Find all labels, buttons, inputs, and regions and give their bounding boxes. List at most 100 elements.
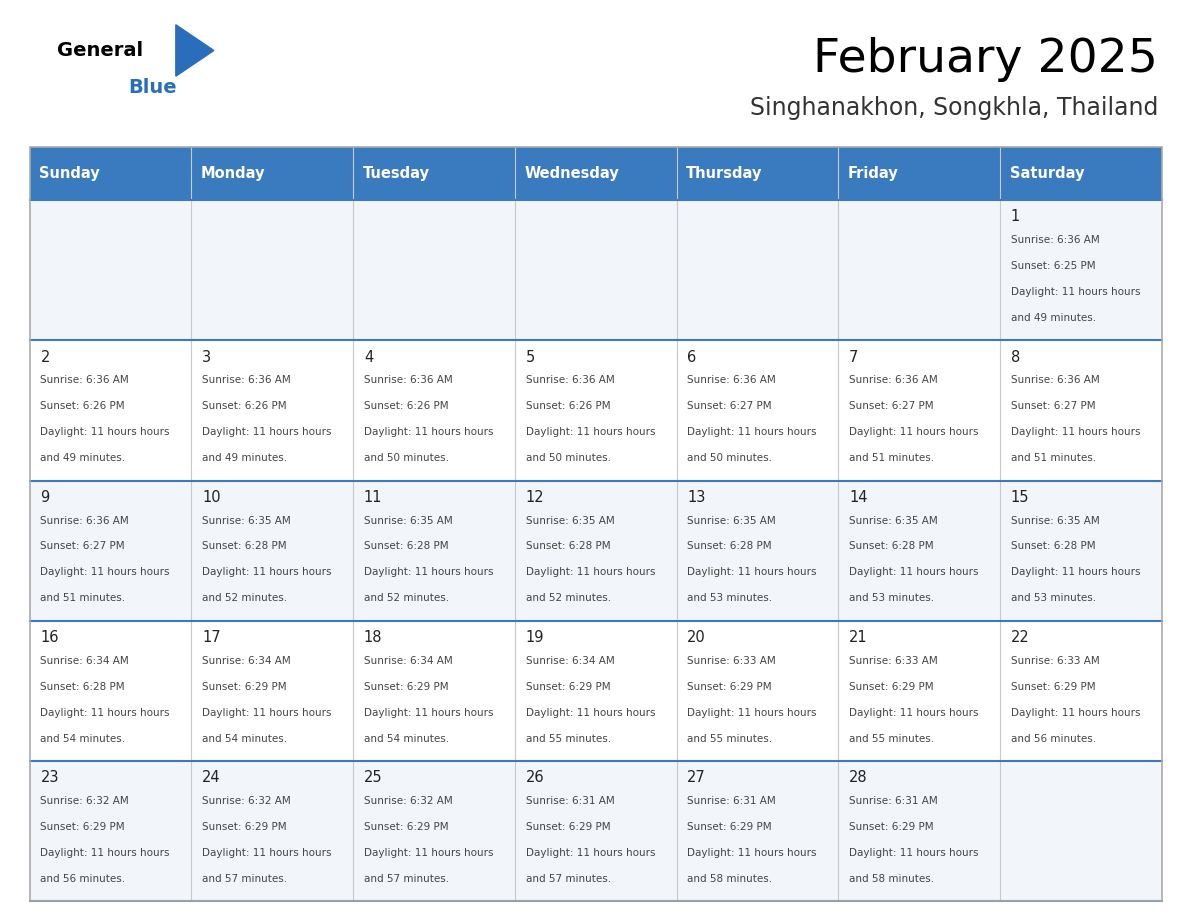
Text: Sunrise: 6:34 AM: Sunrise: 6:34 AM [202,655,291,666]
Text: Daylight: 11 hours hours: Daylight: 11 hours hours [688,567,817,577]
Text: Sunset: 6:29 PM: Sunset: 6:29 PM [202,822,286,832]
Bar [30,341,1162,481]
Text: and 55 minutes.: and 55 minutes. [849,733,934,744]
Text: Sunrise: 6:36 AM: Sunrise: 6:36 AM [202,375,291,386]
Text: 7: 7 [849,350,859,364]
Text: Daylight: 11 hours hours: Daylight: 11 hours hours [688,708,817,718]
Text: 11: 11 [364,490,383,505]
Text: 6: 6 [688,350,696,364]
Text: 9: 9 [40,490,50,505]
Text: Sunset: 6:29 PM: Sunset: 6:29 PM [40,822,125,832]
Text: Sunset: 6:29 PM: Sunset: 6:29 PM [525,822,611,832]
Bar [30,761,1162,901]
Text: Daylight: 11 hours hours: Daylight: 11 hours hours [202,567,331,577]
Text: Sunrise: 6:34 AM: Sunrise: 6:34 AM [40,655,129,666]
Text: 22: 22 [1011,630,1030,645]
Text: Tuesday: Tuesday [362,166,430,181]
Text: Sunset: 6:27 PM: Sunset: 6:27 PM [40,542,125,552]
Text: and 56 minutes.: and 56 minutes. [1011,733,1097,744]
Text: and 49 minutes.: and 49 minutes. [202,453,287,463]
Text: 15: 15 [1011,490,1029,505]
Text: Sunset: 6:26 PM: Sunset: 6:26 PM [364,401,449,411]
Text: 23: 23 [40,770,59,786]
Text: 5: 5 [525,350,535,364]
Text: Sunrise: 6:36 AM: Sunrise: 6:36 AM [525,375,614,386]
Text: 12: 12 [525,490,544,505]
Bar [30,621,1162,761]
Text: Daylight: 11 hours hours: Daylight: 11 hours hours [40,427,170,437]
Text: Sunset: 6:26 PM: Sunset: 6:26 PM [525,401,611,411]
Text: Sunrise: 6:34 AM: Sunrise: 6:34 AM [525,655,614,666]
Text: 20: 20 [688,630,706,645]
Text: and 52 minutes.: and 52 minutes. [525,593,611,603]
Text: Sunset: 6:29 PM: Sunset: 6:29 PM [849,682,934,692]
Text: Daylight: 11 hours hours: Daylight: 11 hours hours [688,848,817,858]
Bar [677,147,839,200]
Text: Sunrise: 6:35 AM: Sunrise: 6:35 AM [1011,516,1100,525]
Text: Daylight: 11 hours hours: Daylight: 11 hours hours [364,567,493,577]
Text: Daylight: 11 hours hours: Daylight: 11 hours hours [202,708,331,718]
Text: 21: 21 [849,630,867,645]
Text: and 49 minutes.: and 49 minutes. [1011,313,1097,323]
Text: February 2025: February 2025 [814,37,1158,82]
Text: and 50 minutes.: and 50 minutes. [688,453,772,463]
Text: Daylight: 11 hours hours: Daylight: 11 hours hours [688,427,817,437]
Text: Sunset: 6:28 PM: Sunset: 6:28 PM [688,542,772,552]
Text: Sunset: 6:28 PM: Sunset: 6:28 PM [40,682,125,692]
Text: Daylight: 11 hours hours: Daylight: 11 hours hours [849,708,979,718]
Text: Sunrise: 6:35 AM: Sunrise: 6:35 AM [688,516,776,525]
Bar [839,147,1000,200]
Text: Sunset: 6:27 PM: Sunset: 6:27 PM [1011,401,1095,411]
Text: Sunrise: 6:36 AM: Sunrise: 6:36 AM [849,375,937,386]
Text: Sunrise: 6:35 AM: Sunrise: 6:35 AM [202,516,291,525]
Text: Sunrise: 6:31 AM: Sunrise: 6:31 AM [849,796,937,806]
Text: and 56 minutes.: and 56 minutes. [40,874,126,884]
Text: 28: 28 [849,770,867,786]
Text: 10: 10 [202,490,221,505]
Text: Sunrise: 6:32 AM: Sunrise: 6:32 AM [40,796,129,806]
Text: and 52 minutes.: and 52 minutes. [202,593,287,603]
Bar [353,147,514,200]
Text: Daylight: 11 hours hours: Daylight: 11 hours hours [525,427,655,437]
Text: 3: 3 [202,350,211,364]
Text: Sunset: 6:29 PM: Sunset: 6:29 PM [525,682,611,692]
Text: Sunset: 6:28 PM: Sunset: 6:28 PM [364,542,449,552]
Text: Sunset: 6:29 PM: Sunset: 6:29 PM [849,822,934,832]
Text: and 57 minutes.: and 57 minutes. [525,874,611,884]
Text: Sunrise: 6:31 AM: Sunrise: 6:31 AM [688,796,776,806]
Text: Wednesday: Wednesday [524,166,619,181]
Text: Sunset: 6:29 PM: Sunset: 6:29 PM [202,682,286,692]
Text: Sunrise: 6:32 AM: Sunrise: 6:32 AM [202,796,291,806]
Text: Sunset: 6:29 PM: Sunset: 6:29 PM [1011,682,1095,692]
Text: 13: 13 [688,490,706,505]
Text: Daylight: 11 hours hours: Daylight: 11 hours hours [364,848,493,858]
Text: 2: 2 [40,350,50,364]
Text: 24: 24 [202,770,221,786]
Text: Sunset: 6:27 PM: Sunset: 6:27 PM [688,401,772,411]
Text: and 49 minutes.: and 49 minutes. [40,453,126,463]
Text: Sunset: 6:29 PM: Sunset: 6:29 PM [688,682,772,692]
Text: 16: 16 [40,630,59,645]
Text: Sunset: 6:28 PM: Sunset: 6:28 PM [202,542,286,552]
Text: Sunrise: 6:36 AM: Sunrise: 6:36 AM [40,516,129,525]
Text: and 52 minutes.: and 52 minutes. [364,593,449,603]
Text: 1: 1 [1011,209,1020,224]
Text: Blue: Blue [128,78,177,96]
Text: and 51 minutes.: and 51 minutes. [849,453,934,463]
Text: Daylight: 11 hours hours: Daylight: 11 hours hours [364,427,493,437]
Bar [30,147,1162,901]
Text: Sunrise: 6:31 AM: Sunrise: 6:31 AM [525,796,614,806]
Text: Thursday: Thursday [687,166,763,181]
Text: Daylight: 11 hours hours: Daylight: 11 hours hours [525,567,655,577]
Text: 18: 18 [364,630,383,645]
Text: and 55 minutes.: and 55 minutes. [688,733,772,744]
Text: and 54 minutes.: and 54 minutes. [364,733,449,744]
Text: Sunrise: 6:33 AM: Sunrise: 6:33 AM [849,655,937,666]
Text: 17: 17 [202,630,221,645]
Text: Daylight: 11 hours hours: Daylight: 11 hours hours [1011,287,1140,297]
Text: General: General [57,41,143,60]
Text: and 50 minutes.: and 50 minutes. [525,453,611,463]
Text: Daylight: 11 hours hours: Daylight: 11 hours hours [849,848,979,858]
Text: Sunset: 6:29 PM: Sunset: 6:29 PM [364,822,449,832]
Text: and 57 minutes.: and 57 minutes. [202,874,287,884]
